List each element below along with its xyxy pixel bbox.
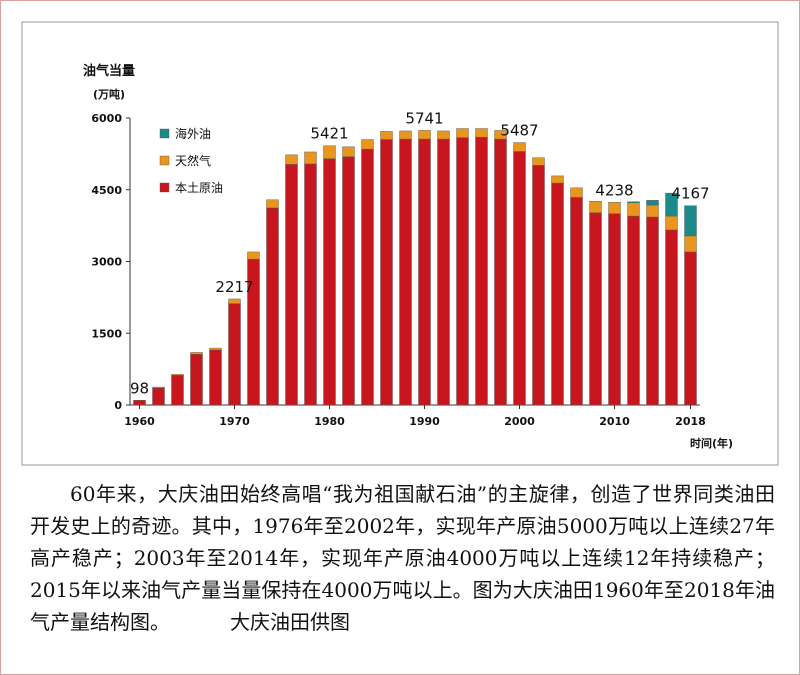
bar-segment	[570, 187, 583, 198]
bar-segment	[665, 215, 678, 231]
legend-swatch	[159, 182, 170, 193]
bar-segment	[399, 130, 412, 140]
bar-segment	[627, 202, 640, 217]
bar-segment	[361, 148, 374, 406]
bar-segment	[418, 130, 431, 140]
bar-segment	[228, 298, 241, 304]
legend-label: 本土原油	[175, 181, 223, 195]
data-label: 4167	[671, 185, 709, 203]
y-axis-unit: (万吨)	[93, 87, 125, 101]
y-tick-label: 4500	[91, 184, 122, 197]
bar-segment	[209, 347, 222, 351]
data-label: 2217	[215, 278, 253, 296]
x-tick-label: 1990	[409, 415, 440, 428]
y-axis-title: 油气当量	[83, 63, 135, 79]
bar-segment	[551, 175, 564, 184]
bar-segment	[437, 138, 450, 406]
bar-segment	[152, 387, 165, 406]
bar-segment	[228, 303, 241, 406]
bar-segment	[646, 216, 659, 406]
bar-segment	[608, 213, 621, 406]
bar-segment	[494, 130, 507, 140]
caption-text: 60年来，大庆油田始终高唱“我为祖国献石油”的主旋律，创造了世界同类油田开发史上…	[30, 482, 775, 634]
legend-label: 天然气	[175, 153, 211, 168]
bar-segment	[589, 212, 602, 406]
bar-segment	[570, 197, 583, 406]
data-label: 5421	[310, 125, 348, 143]
bar-segment	[532, 165, 545, 406]
bar-segment	[475, 128, 488, 138]
bar-segment	[285, 154, 298, 165]
bar-segment	[665, 229, 678, 406]
bar-segment	[399, 138, 412, 406]
x-tick-label: 1960	[124, 415, 155, 428]
bar-segment	[684, 235, 697, 253]
legend-swatch	[159, 155, 170, 166]
bar-segment	[646, 200, 659, 206]
bar-segment	[247, 251, 260, 260]
bar-segment	[456, 137, 469, 406]
bar-segment	[665, 192, 678, 217]
caption-credit: 大庆油田供图	[230, 610, 350, 634]
legend-label: 海外油	[175, 126, 211, 141]
x-tick-label: 1980	[314, 415, 345, 428]
bar-segment	[475, 136, 488, 406]
bar-segment	[513, 142, 526, 152]
bar-segment	[266, 207, 279, 406]
y-tick-label: 3000	[91, 256, 122, 269]
bar-segment	[380, 131, 393, 140]
bar-segment	[684, 205, 697, 237]
bar-segment	[608, 202, 621, 214]
bar-segment	[513, 151, 526, 406]
bar-segment	[646, 204, 659, 218]
y-tick-label: 6000	[91, 112, 122, 125]
bar-segment	[456, 128, 469, 138]
bar-segment	[133, 400, 146, 406]
data-label: 5487	[500, 122, 538, 140]
bar-segment	[171, 374, 184, 376]
y-tick-label: 1500	[91, 327, 122, 340]
bar-segment	[342, 156, 355, 406]
bar-segment	[304, 163, 317, 406]
bar-segment	[494, 138, 507, 406]
y-tick-label: 0	[114, 399, 122, 412]
bar-segment	[380, 139, 393, 406]
bar-segment	[323, 145, 336, 159]
chart: 油气当量 (万吨) 时间(年) 0 1500 3000 4500 6000 1960 197…	[21, 21, 779, 466]
x-axis-title: 时间(年)	[690, 436, 733, 450]
bar-segment	[152, 386, 165, 389]
bar-segment	[627, 215, 640, 406]
bar-segment	[285, 164, 298, 406]
chart-box	[21, 21, 779, 466]
data-label: 5741	[405, 109, 443, 127]
bar-segment	[323, 158, 336, 406]
caption: 60年来，大庆油田始终高唱“我为祖国献石油”的主旋律，创造了世界同类油田开发史上…	[30, 478, 775, 638]
bar-segment	[532, 157, 545, 166]
bar-segment	[418, 138, 431, 406]
legend-swatch	[159, 128, 170, 139]
bar-segment	[266, 199, 279, 209]
x-tick-label: 1970	[219, 415, 250, 428]
bar-segment	[627, 201, 640, 203]
x-tick-label: 2000	[504, 415, 535, 428]
bar-segment	[361, 139, 374, 150]
bar-segment	[171, 375, 184, 406]
x-tick-label: 2018	[675, 415, 706, 428]
data-label: 98	[130, 379, 149, 397]
bar-segment	[342, 146, 355, 157]
bar-segment	[551, 182, 564, 406]
bar-segment	[304, 151, 317, 165]
bar-segment	[190, 354, 203, 406]
bar-segment	[190, 352, 203, 355]
bar-segment	[209, 349, 222, 406]
bar-segment	[437, 130, 450, 140]
data-label: 4238	[595, 181, 633, 199]
bar-segment	[589, 201, 602, 213]
bar-segment	[684, 251, 697, 406]
x-tick-label: 2010	[599, 415, 630, 428]
